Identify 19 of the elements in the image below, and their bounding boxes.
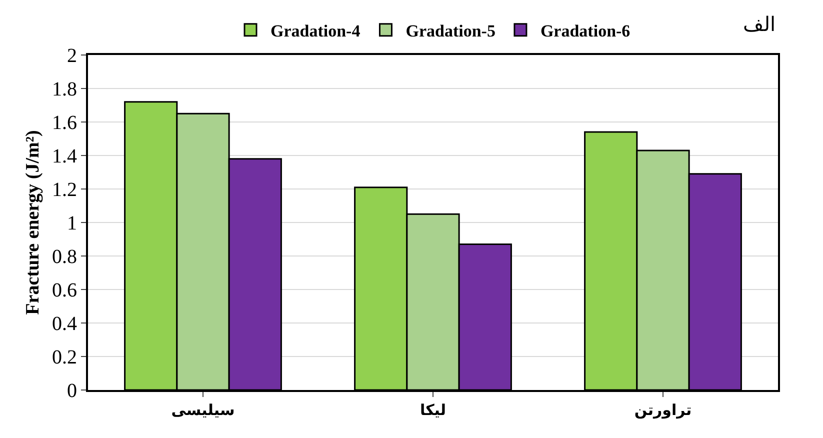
legend-label: Gradation-6 bbox=[540, 21, 630, 40]
legend-label: Gradation-4 bbox=[270, 21, 361, 40]
y-tick-label: 1.8 bbox=[52, 78, 77, 100]
x-tick-label: تراورتن bbox=[634, 401, 692, 419]
text: الف bbox=[743, 14, 776, 36]
x-tick-label: سیلیسی bbox=[171, 401, 235, 419]
y-tick-label: 2 bbox=[67, 45, 77, 67]
x-tick-label: لیکا bbox=[420, 401, 446, 419]
y-tick-label: 0.8 bbox=[52, 246, 77, 268]
legend-label: Gradation-5 bbox=[406, 21, 496, 40]
y-tick-label: 1.2 bbox=[52, 179, 77, 201]
y-tick-label: 1 bbox=[67, 212, 77, 234]
y-tick-label: 0.2 bbox=[52, 346, 77, 368]
y-tick-label: 1.4 bbox=[52, 146, 77, 168]
y-tick-label: 0.6 bbox=[52, 280, 77, 302]
y-tick-label: 0 bbox=[67, 380, 77, 402]
y-tick-label: 0.4 bbox=[52, 313, 77, 335]
y-axis-title: Fracture energy (J/m²) bbox=[22, 130, 44, 315]
y-tick-label: 1.6 bbox=[52, 112, 77, 134]
